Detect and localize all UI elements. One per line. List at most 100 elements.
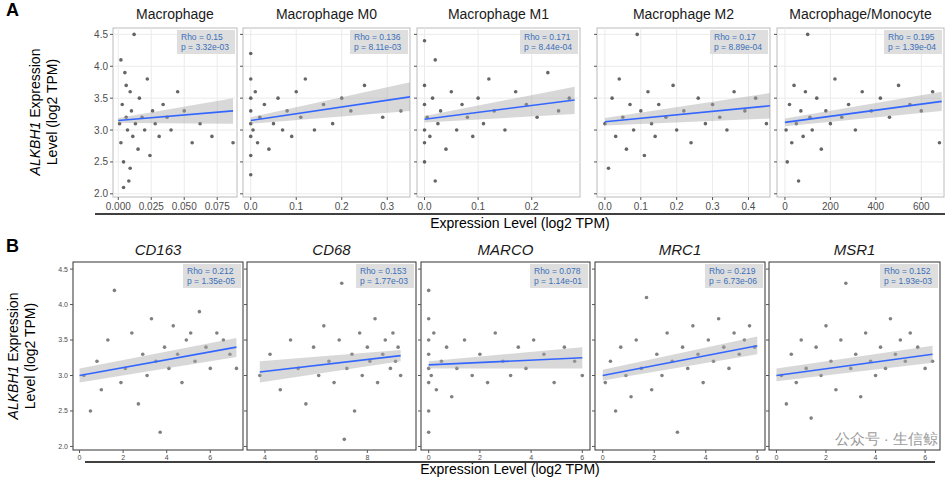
x-tick-label: 0 — [601, 454, 605, 461]
y-tick — [594, 98, 597, 99]
x-tick — [604, 197, 605, 200]
y-tick — [418, 340, 421, 341]
point — [436, 122, 440, 126]
point — [272, 122, 276, 126]
confidence-band — [80, 338, 237, 383]
panel-title: MARCO — [478, 241, 534, 258]
confidence-band — [429, 347, 583, 368]
x-tick — [875, 197, 876, 200]
point — [646, 90, 650, 94]
y-tick — [592, 304, 595, 305]
y-tick — [70, 304, 73, 305]
point — [423, 128, 427, 132]
figure: 0.0000.0250.0500.0752.02.53.03.54.04.5Ma… — [0, 0, 950, 478]
y-tick — [244, 446, 247, 447]
y-tick-label: 3.5 — [94, 93, 108, 104]
annotation: p = 8.11e-03 — [354, 42, 402, 52]
x-tick-label: 4 — [704, 454, 708, 461]
panel-title: CD68 — [312, 241, 351, 258]
x-tick — [210, 450, 211, 453]
point — [614, 409, 618, 413]
point — [161, 103, 165, 107]
x-tick — [582, 450, 583, 453]
y-tick — [240, 34, 243, 35]
x-tick — [784, 197, 785, 200]
plot-area — [597, 28, 770, 197]
y-tick-label: 4.5 — [94, 29, 108, 40]
trend-line — [260, 356, 401, 372]
y-tick — [414, 66, 417, 67]
point — [150, 317, 154, 321]
point — [854, 128, 858, 132]
point — [343, 438, 347, 442]
point — [889, 317, 893, 321]
x-tick — [151, 197, 152, 200]
panel-title: Macrophage M1 — [448, 6, 549, 22]
point — [790, 352, 794, 356]
data-group — [776, 281, 934, 419]
annotation: Rho = 0.136 — [354, 32, 401, 42]
point — [429, 374, 433, 378]
point — [353, 409, 357, 413]
x-tick-label: 0 — [774, 454, 778, 461]
point — [427, 338, 431, 342]
annotation: Rho = 0.195 — [888, 32, 935, 42]
y-tick — [774, 161, 777, 162]
y-axis-label-part: ALKBH1 — [27, 122, 43, 177]
point — [681, 345, 685, 349]
x-tick — [367, 450, 368, 453]
point — [231, 141, 235, 145]
x-tick-label: 2 — [478, 454, 482, 461]
point — [130, 109, 134, 113]
point — [383, 338, 387, 342]
point — [797, 179, 801, 183]
grid-line — [113, 130, 237, 131]
point — [294, 90, 298, 94]
point — [136, 147, 140, 151]
x-tick-label: 0.2 — [670, 201, 684, 212]
x-tick — [531, 197, 532, 200]
point — [433, 58, 437, 62]
point — [801, 135, 805, 139]
point — [435, 388, 439, 392]
y-tick-label: 2.0 — [58, 443, 68, 450]
y-tick — [774, 34, 777, 35]
x-tick-label: 600 — [913, 201, 930, 212]
annotation-box — [880, 264, 938, 288]
point — [482, 122, 486, 126]
point — [145, 77, 149, 81]
panel-title: CD163 — [135, 241, 182, 258]
y-tick-label: 2.0 — [94, 188, 108, 199]
point — [268, 352, 272, 356]
y-tick — [774, 98, 777, 99]
point — [614, 135, 618, 139]
annotation: Rho = 0.15 — [181, 32, 223, 42]
x-tick — [640, 197, 641, 200]
point — [785, 402, 789, 406]
plot-area — [113, 28, 237, 197]
y-tick — [766, 269, 769, 270]
y-axis-label-part: Expression — [27, 49, 43, 122]
point — [249, 135, 253, 139]
point — [445, 345, 449, 349]
y-tick — [592, 410, 595, 411]
panel-title: Macrophage — [136, 6, 214, 22]
point — [639, 109, 643, 113]
panel: 0.0000.0250.0500.0752.02.53.03.54.04.5Ma… — [94, 6, 237, 212]
x-tick-label: 0.1 — [471, 201, 485, 212]
point — [788, 103, 792, 107]
point — [331, 122, 335, 126]
data-group — [80, 289, 239, 434]
data-group — [258, 281, 402, 441]
trend-line — [603, 346, 758, 376]
point — [131, 135, 135, 139]
point — [313, 128, 317, 132]
grid-line — [417, 66, 580, 67]
grid-line — [417, 193, 580, 194]
confidence-band — [260, 350, 401, 383]
point — [629, 395, 633, 399]
point — [859, 395, 863, 399]
x-tick-label: 0.3 — [706, 201, 720, 212]
x-tick — [79, 450, 80, 453]
point — [122, 186, 126, 190]
